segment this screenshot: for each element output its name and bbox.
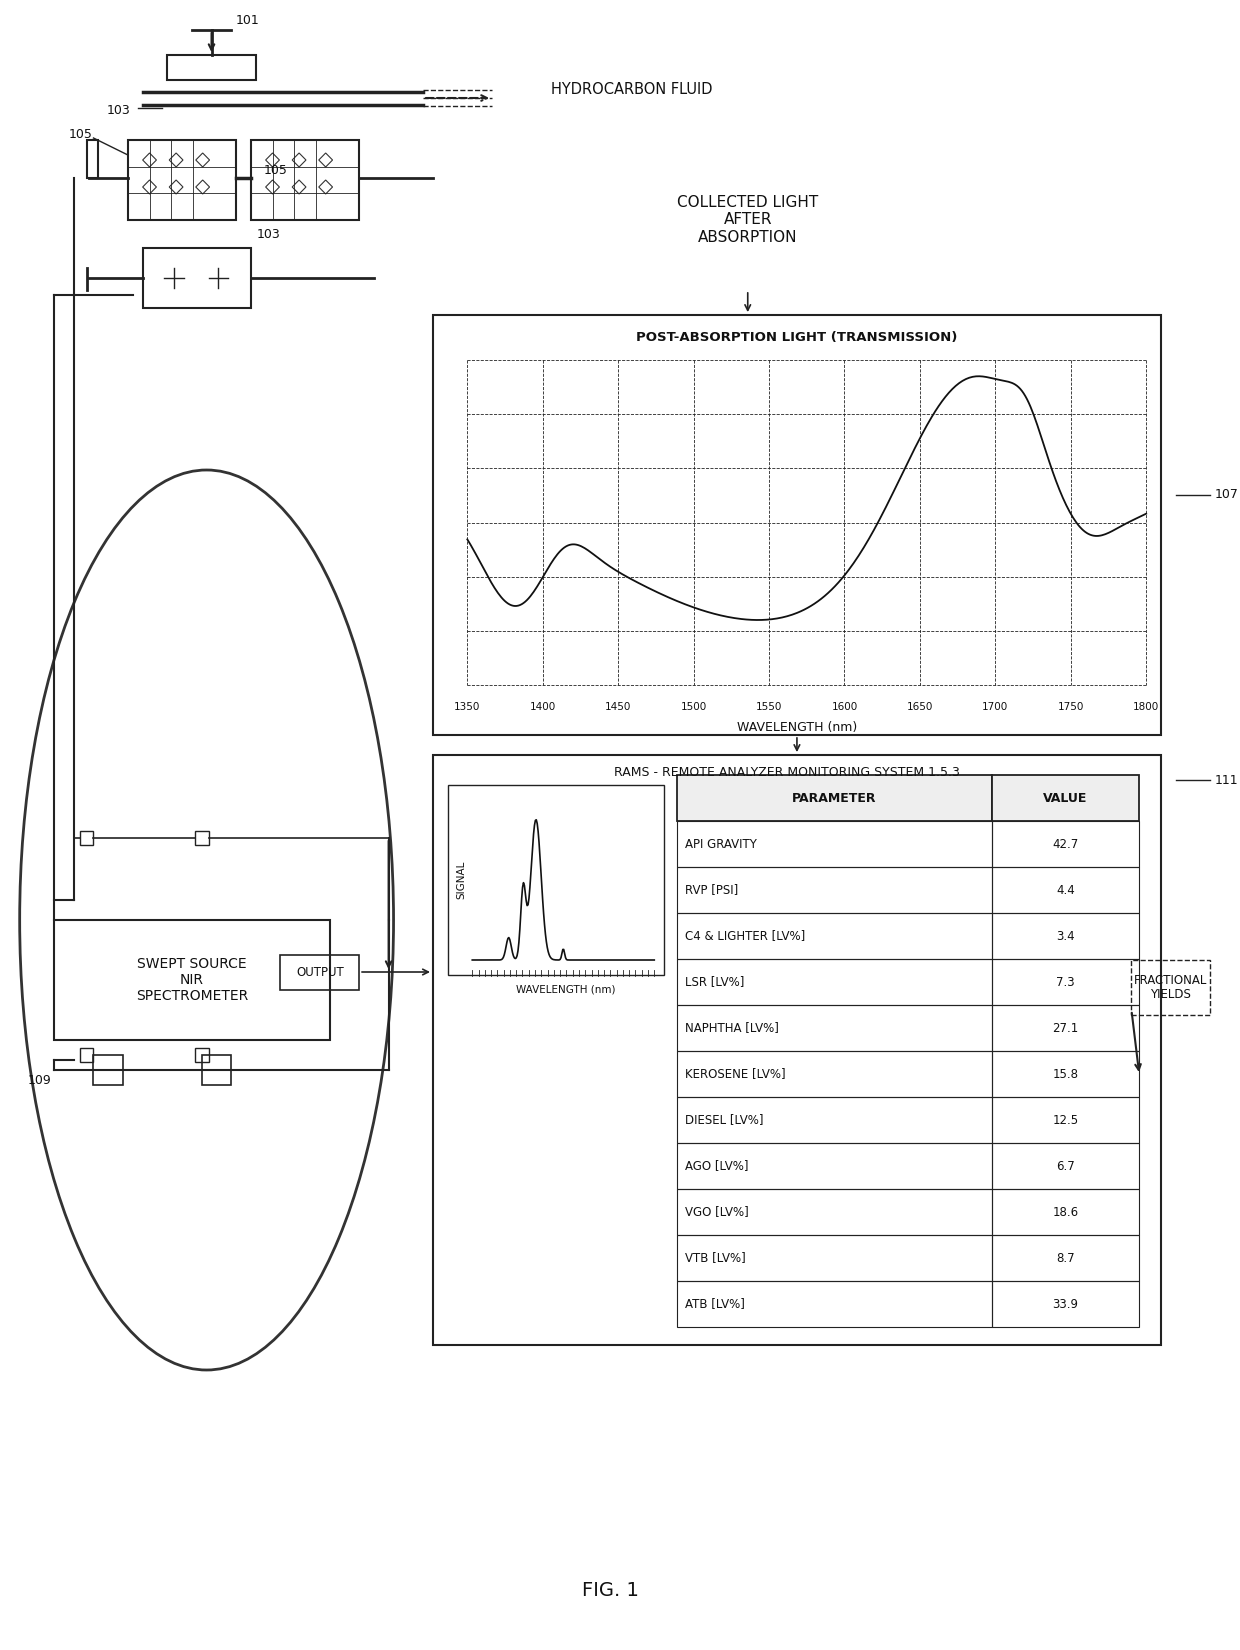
Bar	[677, 1143, 992, 1190]
Bar	[55, 921, 330, 1040]
Text: KEROSENE [LV%]: KEROSENE [LV%]	[684, 1068, 785, 1081]
Bar	[677, 866, 992, 912]
Text: 107: 107	[1215, 488, 1239, 502]
Bar	[79, 1048, 93, 1063]
Text: COLLECTED LIGHT
AFTER
ABSORPTION: COLLECTED LIGHT AFTER ABSORPTION	[677, 195, 818, 244]
Text: 109: 109	[27, 1074, 51, 1086]
Text: 111: 111	[1215, 774, 1239, 787]
Text: C4 & LIGHTER [LV%]: C4 & LIGHTER [LV%]	[684, 929, 805, 942]
Bar	[250, 140, 360, 219]
Text: 1400: 1400	[529, 701, 556, 713]
Text: RAMS - REMOTE ANALYZER MONITORING SYSTEM 1.5.3: RAMS - REMOTE ANALYZER MONITORING SYSTEM…	[614, 767, 960, 779]
Text: 1800: 1800	[1133, 701, 1159, 713]
Text: 1500: 1500	[681, 701, 707, 713]
Bar	[202, 1054, 231, 1086]
Bar	[143, 248, 250, 309]
Bar	[992, 1005, 1140, 1051]
Text: 7.3: 7.3	[1056, 975, 1075, 988]
Text: 15.8: 15.8	[1053, 1068, 1079, 1081]
Text: 1700: 1700	[982, 701, 1008, 713]
Bar	[280, 955, 360, 990]
Text: AGO [LV%]: AGO [LV%]	[684, 1160, 748, 1173]
Bar	[677, 1051, 992, 1097]
Text: WAVELENGTH (nm): WAVELENGTH (nm)	[516, 985, 615, 995]
Text: 1750: 1750	[1058, 701, 1084, 713]
Bar	[128, 140, 236, 219]
Text: VGO [LV%]: VGO [LV%]	[684, 1206, 749, 1218]
Bar	[992, 822, 1140, 866]
Bar	[167, 54, 255, 79]
Text: VALUE: VALUE	[1043, 792, 1087, 805]
Text: FIG. 1: FIG. 1	[582, 1581, 639, 1599]
Bar	[433, 756, 1161, 1345]
Text: API GRAVITY: API GRAVITY	[684, 838, 756, 850]
Text: 103: 103	[257, 228, 280, 241]
Text: VTB [LV%]: VTB [LV%]	[684, 1251, 745, 1264]
Text: 4.4: 4.4	[1056, 883, 1075, 896]
Text: 18.6: 18.6	[1053, 1206, 1079, 1218]
Bar	[992, 866, 1140, 912]
Text: FRACTIONAL
YIELDS: FRACTIONAL YIELDS	[1135, 974, 1208, 1002]
Text: 105: 105	[264, 163, 288, 177]
Bar	[93, 1054, 123, 1086]
Bar	[79, 832, 93, 845]
Text: DIESEL [LV%]: DIESEL [LV%]	[684, 1114, 764, 1127]
Text: 6.7: 6.7	[1056, 1160, 1075, 1173]
Bar	[992, 776, 1140, 822]
Text: 8.7: 8.7	[1056, 1251, 1075, 1264]
Text: 27.1: 27.1	[1053, 1021, 1079, 1035]
Bar	[992, 1097, 1140, 1143]
Bar	[448, 785, 665, 975]
Bar	[677, 912, 992, 959]
Text: 105: 105	[68, 129, 93, 142]
Text: ATB [LV%]: ATB [LV%]	[684, 1297, 745, 1310]
Text: PARAMETER: PARAMETER	[792, 792, 877, 805]
Text: NAPHTHA [LV%]: NAPHTHA [LV%]	[684, 1021, 779, 1035]
Text: 103: 103	[107, 104, 131, 117]
Text: 33.9: 33.9	[1053, 1297, 1079, 1310]
Text: 1450: 1450	[605, 701, 631, 713]
Bar	[992, 959, 1140, 1005]
Bar	[677, 959, 992, 1005]
Bar	[992, 1143, 1140, 1190]
Text: LSR [LV%]: LSR [LV%]	[684, 975, 744, 988]
Bar	[677, 1234, 992, 1280]
Bar	[992, 1280, 1140, 1327]
Bar	[677, 1097, 992, 1143]
Bar	[677, 776, 992, 822]
Bar	[677, 1005, 992, 1051]
Text: 1350: 1350	[454, 701, 481, 713]
Bar	[433, 315, 1161, 734]
Text: RVP [PSI]: RVP [PSI]	[684, 883, 738, 896]
Bar	[677, 822, 992, 866]
Text: POST-ABSORPTION LIGHT (TRANSMISSION): POST-ABSORPTION LIGHT (TRANSMISSION)	[636, 330, 957, 343]
Text: 101: 101	[236, 13, 260, 26]
Bar	[992, 912, 1140, 959]
Text: HYDROCARBON FLUID: HYDROCARBON FLUID	[551, 82, 713, 97]
Bar	[992, 1190, 1140, 1234]
Bar	[677, 1280, 992, 1327]
Text: 1650: 1650	[906, 701, 934, 713]
Text: WAVELENGTH (nm): WAVELENGTH (nm)	[737, 721, 857, 734]
Bar	[195, 832, 208, 845]
Bar	[1131, 960, 1210, 1015]
Text: SIGNAL: SIGNAL	[456, 861, 466, 899]
Text: SWEPT SOURCE
NIR
SPECTROMETER: SWEPT SOURCE NIR SPECTROMETER	[135, 957, 248, 1003]
Text: OUTPUT: OUTPUT	[296, 965, 343, 978]
Text: 1550: 1550	[756, 701, 782, 713]
Bar	[992, 1234, 1140, 1280]
Bar	[677, 1190, 992, 1234]
Bar	[87, 140, 98, 178]
Text: 42.7: 42.7	[1053, 838, 1079, 850]
Text: 3.4: 3.4	[1056, 929, 1075, 942]
Bar	[992, 1051, 1140, 1097]
Bar	[195, 1048, 208, 1063]
Text: 12.5: 12.5	[1053, 1114, 1079, 1127]
Text: 1600: 1600	[831, 701, 858, 713]
